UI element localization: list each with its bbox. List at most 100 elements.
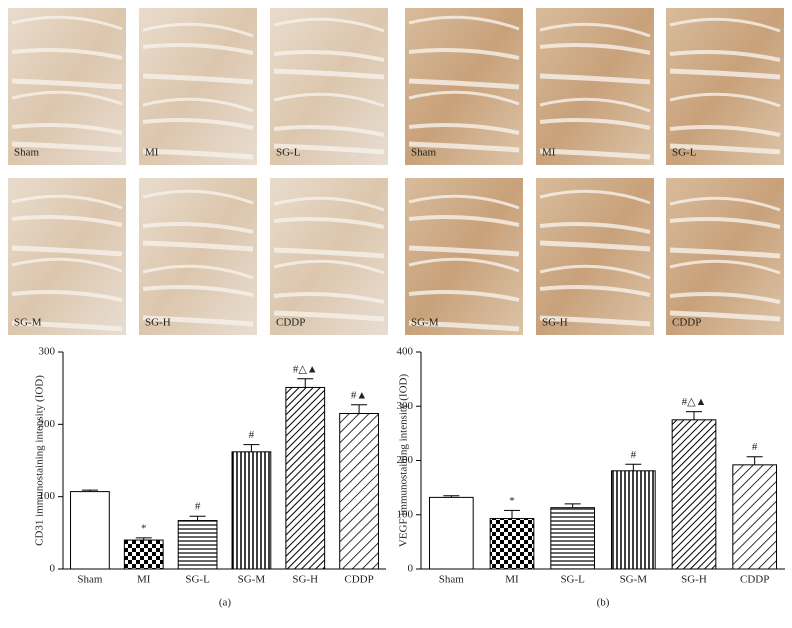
- bar: [732, 464, 778, 570]
- tissue-streak: [408, 123, 520, 135]
- significance-label: #△▲: [293, 363, 318, 375]
- tissue-streak: [408, 194, 520, 210]
- y-axis-label: CD31 immunostaining intensity (IOD): [34, 375, 46, 546]
- micrograph-label: MI: [145, 147, 159, 159]
- tissue-streak: [669, 17, 781, 33]
- charts: 0 100 200 300 CD31 immunostaining intensity …: [34, 346, 785, 609]
- micrograph: [405, 178, 523, 335]
- bar: [428, 496, 474, 570]
- tissue-streak: [273, 310, 385, 322]
- tissue-streak: [11, 90, 123, 106]
- tissue-streak: [669, 247, 781, 259]
- tissue-streak: [669, 259, 781, 275]
- y-tick-label: 100: [39, 490, 56, 502]
- tissue-streak: [142, 285, 254, 297]
- micrograph-label: CDDP: [276, 317, 305, 329]
- y-tick-label: 100: [397, 508, 414, 520]
- tissue-streak: [273, 50, 385, 62]
- tissue-streak: [408, 320, 520, 332]
- panel-label: (b): [597, 597, 610, 609]
- y-tick-label: 0: [408, 563, 414, 575]
- y-axis-label: VEGF immunostaining intensity (IOD): [398, 374, 410, 548]
- tissue-streak: [273, 217, 385, 229]
- micrograph-label: SG-H: [542, 317, 568, 329]
- micrograph: [139, 178, 257, 335]
- x-tick-label: SG-M: [620, 574, 648, 586]
- tissue-streak: [669, 196, 781, 212]
- x-tick-label: SG-M: [238, 574, 266, 586]
- x-tick-label: SG-H: [681, 574, 707, 586]
- x-tick-label: SG-L: [560, 574, 585, 586]
- x-tick-label: SG-L: [185, 574, 210, 586]
- significance-label: *: [141, 522, 147, 534]
- bar: [70, 491, 110, 570]
- x-tick-label: MI: [137, 574, 151, 586]
- micrograph: [666, 8, 784, 165]
- significance-label: #▲: [351, 389, 367, 401]
- micrograph-label: MI: [542, 147, 556, 159]
- tissue-streak: [11, 215, 123, 227]
- tissue-streak: [539, 222, 651, 234]
- tissue-streak: [408, 141, 520, 153]
- significance-label: *: [509, 495, 515, 507]
- tissue-streak: [11, 257, 123, 273]
- tissue-streak: [669, 143, 781, 155]
- tissue-streak: [669, 92, 781, 108]
- tissue-streak: [11, 15, 123, 31]
- significance-label: #: [195, 501, 201, 513]
- tissue-streak: [11, 78, 123, 90]
- micrograph-label: SG-H: [145, 317, 171, 329]
- bar: [339, 412, 379, 570]
- micrograph-label: Sham: [14, 147, 40, 159]
- micrograph-label: SG-L: [672, 147, 697, 159]
- tissue-streak: [273, 17, 385, 33]
- tissue-streak: [539, 118, 651, 130]
- tissue-streak: [669, 68, 781, 80]
- y-tick-label: 200: [39, 418, 56, 430]
- tissue-streak: [539, 148, 651, 160]
- tissue-streak: [408, 48, 520, 60]
- tissue-streak: [11, 245, 123, 257]
- tissue-streak: [408, 78, 520, 90]
- bar: [671, 419, 717, 570]
- y-tick-label: 200: [397, 454, 414, 466]
- tissue-streak: [273, 68, 385, 80]
- tissue-streak: [539, 43, 651, 55]
- tissue-streak: [669, 125, 781, 137]
- micrograph-label: SG-M: [411, 317, 439, 329]
- micrograph-label: CDDP: [672, 317, 701, 329]
- micrograph: [536, 8, 654, 165]
- tissue-streak: [142, 118, 254, 130]
- bar: [489, 518, 535, 570]
- tissue-streak: [273, 125, 385, 137]
- tissue-streak: [273, 259, 385, 275]
- tissue-streak: [408, 290, 520, 302]
- tissue-streak: [273, 292, 385, 304]
- y-tick-label: 300: [39, 346, 56, 358]
- micrograph-label: SG-M: [14, 317, 42, 329]
- x-tick-label: CDDP: [344, 574, 373, 586]
- tissue-streak: [11, 123, 123, 135]
- tissue-streak: [11, 141, 123, 153]
- significance-label: #: [752, 441, 758, 453]
- tissue-streak: [11, 290, 123, 302]
- tissue-streak: [539, 264, 651, 280]
- tissue-streak: [539, 189, 651, 205]
- y-tick-label: 300: [397, 400, 414, 412]
- tissue-streak: [142, 43, 254, 55]
- bar: [231, 451, 272, 570]
- bar: [177, 520, 218, 570]
- tissue-streak: [142, 97, 254, 113]
- tissue-streak: [273, 92, 385, 108]
- tissue-streak: [408, 15, 520, 31]
- bar: [123, 539, 164, 570]
- tissue-streak: [142, 148, 254, 160]
- tissue-streak: [539, 22, 651, 38]
- micrograph-grid: Sham MI SG-L SG-M SG-H CDDP Sham MI SG-L SG-M SG-H…: [8, 8, 784, 335]
- tissue-streak: [142, 73, 254, 85]
- y-tick-label: 400: [397, 346, 414, 358]
- tissue-streak: [539, 97, 651, 113]
- tissue-streak: [273, 196, 385, 212]
- tissue-streak: [142, 22, 254, 38]
